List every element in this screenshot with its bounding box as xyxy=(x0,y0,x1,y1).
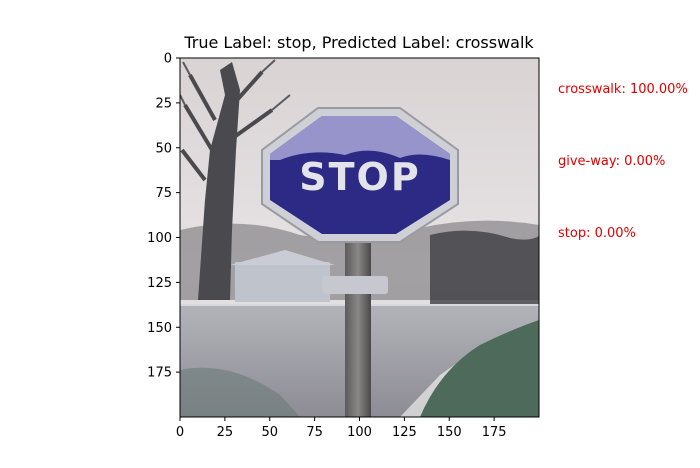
x-tick-label: 25 xyxy=(217,425,234,440)
photo-image: STOP xyxy=(180,58,539,417)
prediction-give-way: give-way: 0.00% xyxy=(558,154,665,169)
x-tick-label: 75 xyxy=(306,425,323,440)
y-tick-label: 0 xyxy=(164,52,172,67)
x-tick-label: 150 xyxy=(437,425,462,440)
x-tick-label: 0 xyxy=(176,425,184,440)
prediction-stop: stop: 0.00% xyxy=(558,226,636,241)
y-axis: 0 25 50 75 100 125 150 175 xyxy=(147,52,180,381)
x-tick-label: 100 xyxy=(347,425,372,440)
x-axis: 0 25 50 75 100 125 150 175 xyxy=(176,417,507,440)
y-tick-label: 75 xyxy=(155,186,172,201)
y-tick-label: 100 xyxy=(147,231,172,246)
prediction-crosswalk: crosswalk: 100.00% xyxy=(558,82,688,97)
y-tick-label: 50 xyxy=(155,141,172,156)
y-tick-label: 175 xyxy=(147,366,172,381)
sign-text: STOP xyxy=(299,155,420,199)
chart-title: True Label: stop, Predicted Label: cross… xyxy=(183,33,534,52)
x-tick-label: 50 xyxy=(261,425,278,440)
y-tick-label: 25 xyxy=(155,96,172,111)
x-tick-label: 175 xyxy=(482,425,507,440)
x-tick-label: 125 xyxy=(392,425,417,440)
y-tick-label: 150 xyxy=(147,321,172,336)
y-tick-label: 125 xyxy=(147,276,172,291)
